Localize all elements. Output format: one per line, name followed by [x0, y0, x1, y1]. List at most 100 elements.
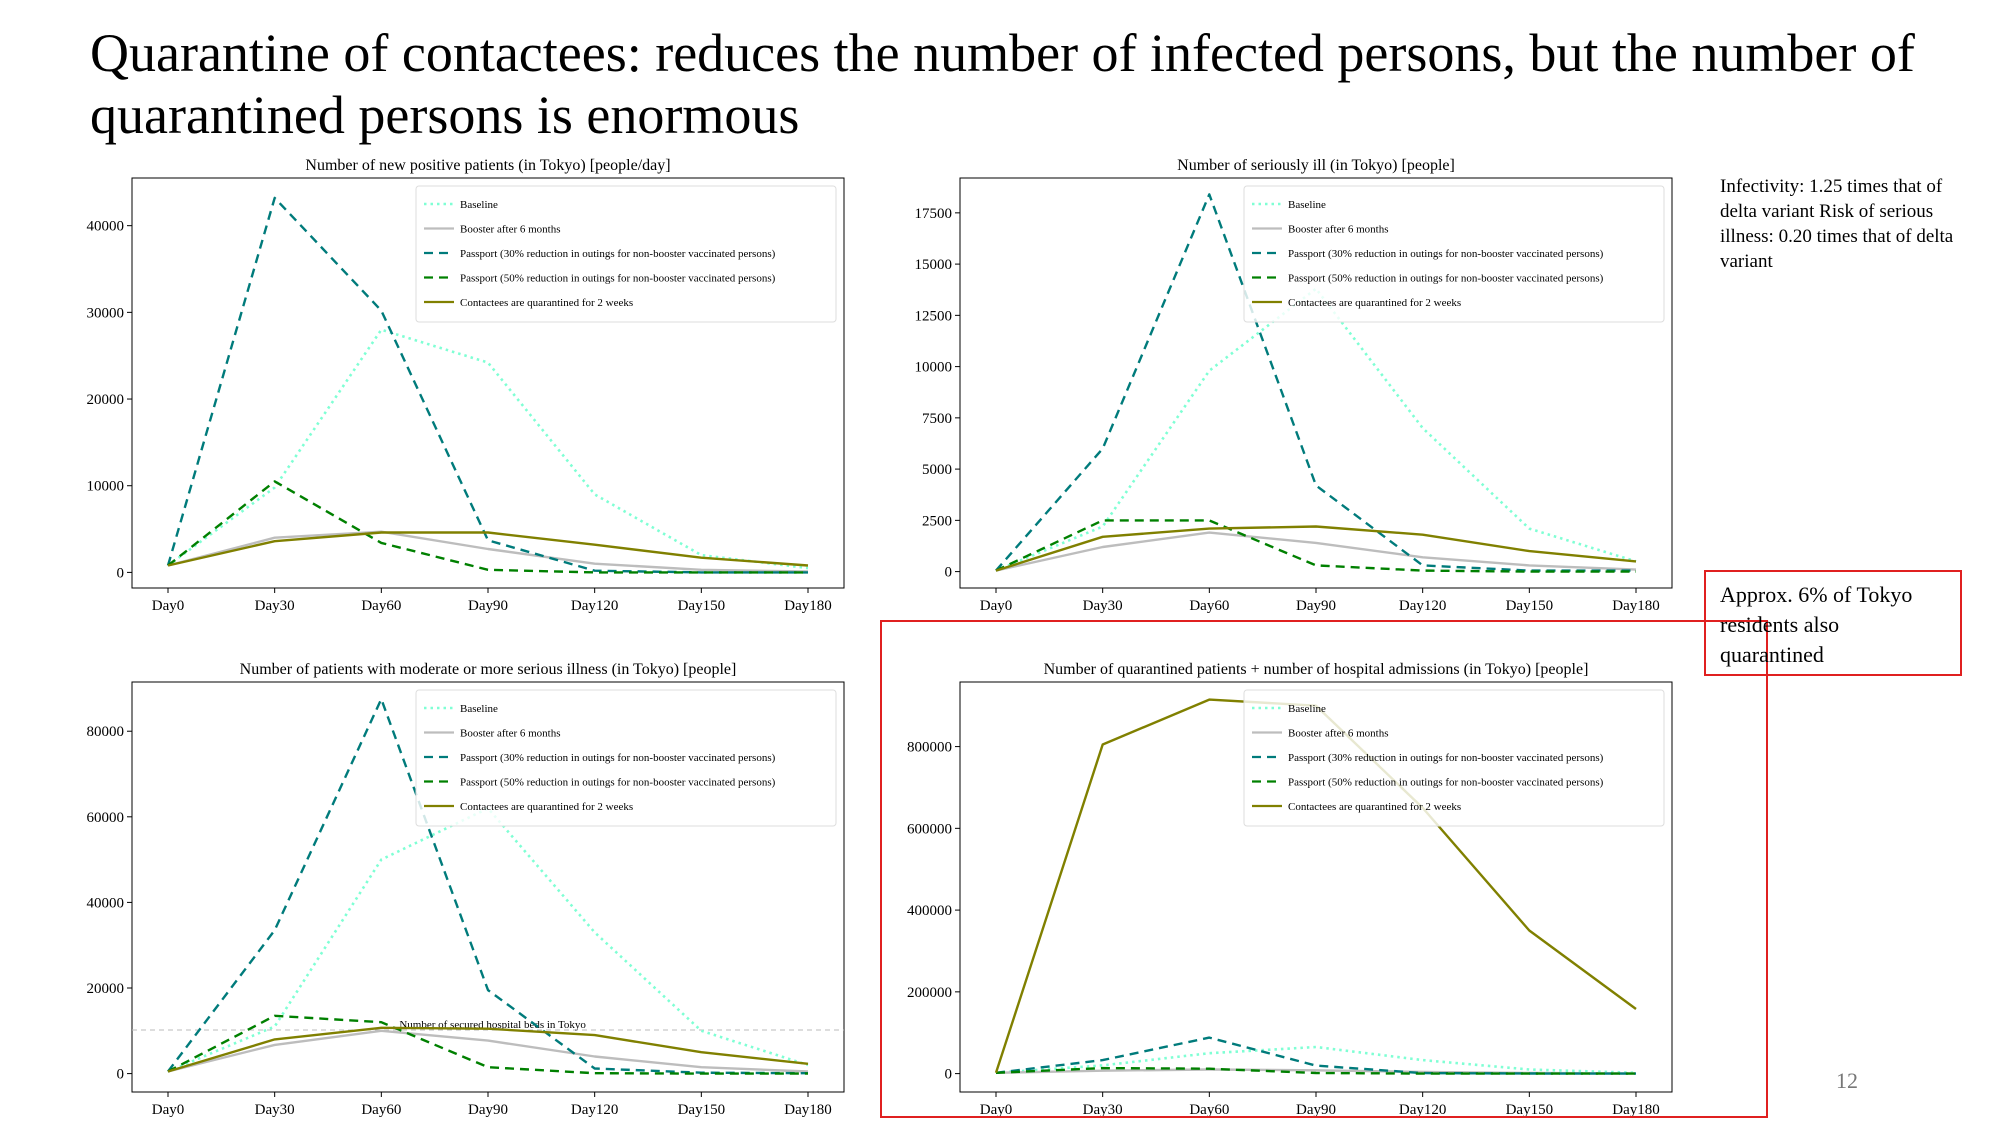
x-tick-label: Day180 — [1612, 598, 1660, 614]
series-line-5 — [995, 525, 1637, 572]
x-tick-label: Day150 — [1506, 598, 1554, 614]
y-tick-label: 12500 — [915, 308, 953, 324]
series-line-2 — [167, 530, 809, 573]
slide-title: Quarantine of contactees: reduces the nu… — [90, 23, 1915, 145]
y-tick-label: 0 — [945, 1067, 953, 1083]
y-tick-label: 400000 — [907, 903, 952, 919]
y-tick-label: 0 — [117, 565, 125, 581]
y-tick-label: 40000 — [87, 895, 125, 911]
chart-title: Number of patients with moderate or more… — [240, 661, 737, 678]
y-tick-label: 600000 — [907, 821, 952, 837]
x-tick-label: Day120 — [571, 598, 619, 614]
x-tick-label: Day120 — [1399, 1102, 1447, 1118]
chart-new-positive-patients: Number of new positive patients (in Toky… — [87, 154, 852, 614]
series-line-5 — [167, 531, 809, 567]
y-tick-label: 0 — [945, 565, 953, 581]
y-tick-label: 0 — [117, 1067, 125, 1083]
y-tick-label: 60000 — [87, 810, 125, 826]
y-tick-label: 17500 — [915, 206, 953, 222]
chart-moderate-or-serious-illness: Number of patients with moderate or more… — [87, 658, 852, 1118]
legend-label: Baseline — [1288, 199, 1326, 211]
legend-label: Baseline — [460, 703, 498, 715]
y-tick-label: 20000 — [87, 981, 125, 997]
x-tick-label: Day30 — [1083, 1102, 1123, 1118]
x-tick-label: Day90 — [468, 598, 508, 614]
legend-label: Passport (30% reduction in outings for n… — [1288, 752, 1604, 764]
x-tick-label: Day0 — [152, 598, 185, 614]
legend-label: Booster after 6 months — [460, 224, 561, 236]
y-tick-label: 800000 — [907, 740, 952, 756]
x-tick-label: Day60 — [361, 598, 401, 614]
legend-label: Contactees are quarantined for 2 weeks — [1288, 297, 1461, 309]
x-tick-label: Day90 — [1296, 1102, 1336, 1118]
x-tick-label: Day180 — [784, 598, 832, 614]
legend-label: Booster after 6 months — [1288, 728, 1389, 740]
chart-title: Number of quarantined patients + number … — [1044, 661, 1589, 678]
series-line-1 — [167, 328, 809, 570]
y-tick-label: 10000 — [915, 360, 953, 376]
y-tick-label: 7500 — [922, 411, 952, 427]
legend: Baseline Booster after 6 months Passport (… — [1243, 185, 1665, 323]
chart-svg: Number of seriously ill (in Tokyo) [peop… — [915, 157, 1673, 614]
series-line-2 — [995, 531, 1637, 572]
legend-label: Booster after 6 months — [1288, 224, 1389, 236]
y-tick-label: 40000 — [87, 219, 125, 235]
series-line-5 — [167, 1026, 809, 1073]
x-tick-label: Day120 — [1399, 598, 1447, 614]
series-line-2 — [167, 1029, 809, 1073]
x-tick-label: Day0 — [152, 1102, 185, 1118]
y-tick-label: 20000 — [87, 392, 125, 408]
series-line-1 — [167, 807, 809, 1073]
x-tick-label: Day180 — [1612, 1102, 1660, 1118]
legend-label: Passport (50% reduction in outings for n… — [460, 273, 776, 285]
chart-svg: Number of new positive patients (in Toky… — [87, 157, 845, 614]
y-tick-label: 2500 — [922, 513, 952, 529]
legend-label: Booster after 6 months — [460, 728, 561, 740]
series-line-4 — [167, 1014, 808, 1075]
legend-label: Contactees are quarantined for 2 weeks — [460, 297, 633, 309]
x-tick-label: Day150 — [678, 1102, 726, 1118]
x-tick-label: Day30 — [1083, 598, 1123, 614]
series-line-4 — [995, 1066, 1636, 1075]
x-tick-label: Day0 — [980, 1102, 1013, 1118]
x-tick-label: Day150 — [678, 598, 726, 614]
x-tick-label: Day60 — [1189, 598, 1229, 614]
series-line-4 — [167, 480, 808, 574]
legend: Baseline Booster after 6 months Passport (… — [1243, 689, 1665, 827]
y-tick-label: 200000 — [907, 985, 952, 1001]
side-note: Infectivity: 1.25 times that of delta va… — [1720, 176, 1954, 272]
x-tick-label: Day90 — [468, 1102, 508, 1118]
highlight-frame — [880, 620, 1768, 1118]
legend-label: Passport (30% reduction in outings for n… — [1288, 248, 1604, 260]
y-tick-label: 80000 — [87, 724, 125, 740]
legend-label: Passport (50% reduction in outings for n… — [1288, 273, 1604, 285]
x-tick-label: Day30 — [255, 1102, 295, 1118]
x-tick-label: Day60 — [361, 1102, 401, 1118]
legend: Baseline Booster after 6 months Passport (… — [415, 185, 837, 323]
chart-title: Number of seriously ill (in Tokyo) [peop… — [1177, 157, 1455, 174]
legend-label: Passport (30% reduction in outings for n… — [460, 248, 776, 260]
x-tick-label: Day180 — [784, 1102, 832, 1118]
legend-label: Baseline — [460, 199, 498, 211]
chart-title: Number of new positive patients (in Toky… — [305, 157, 670, 174]
legend-label: Passport (50% reduction in outings for n… — [460, 777, 776, 789]
x-tick-label: Day30 — [255, 598, 295, 614]
legend-label: Baseline — [1288, 703, 1326, 715]
series-line-1 — [995, 287, 1637, 572]
x-tick-label: Day90 — [1296, 598, 1336, 614]
x-tick-label: Day150 — [1506, 1102, 1554, 1118]
legend: Baseline Booster after 6 months Passport (… — [415, 689, 837, 827]
legend-label: Passport (30% reduction in outings for n… — [460, 752, 776, 764]
y-tick-label: 15000 — [915, 257, 953, 273]
y-tick-label: 5000 — [922, 462, 952, 478]
callout-box: Approx. 6% of Tokyo residents also quara… — [1704, 570, 1962, 676]
legend-label: Contactees are quarantined for 2 weeks — [460, 801, 633, 813]
x-tick-label: Day60 — [1189, 1102, 1229, 1118]
y-tick-label: 30000 — [87, 305, 125, 321]
chart-quarantined-plus-admissions: Number of quarantined patients + number … — [907, 658, 1680, 1118]
chart-seriously-ill: Number of seriously ill (in Tokyo) [peop… — [915, 154, 1680, 614]
chart-svg: Number of quarantined patients + number … — [907, 661, 1673, 1118]
legend-label: Contactees are quarantined for 2 weeks — [1288, 801, 1461, 813]
x-tick-label: Day0 — [980, 598, 1013, 614]
series-line-4 — [995, 519, 1636, 573]
